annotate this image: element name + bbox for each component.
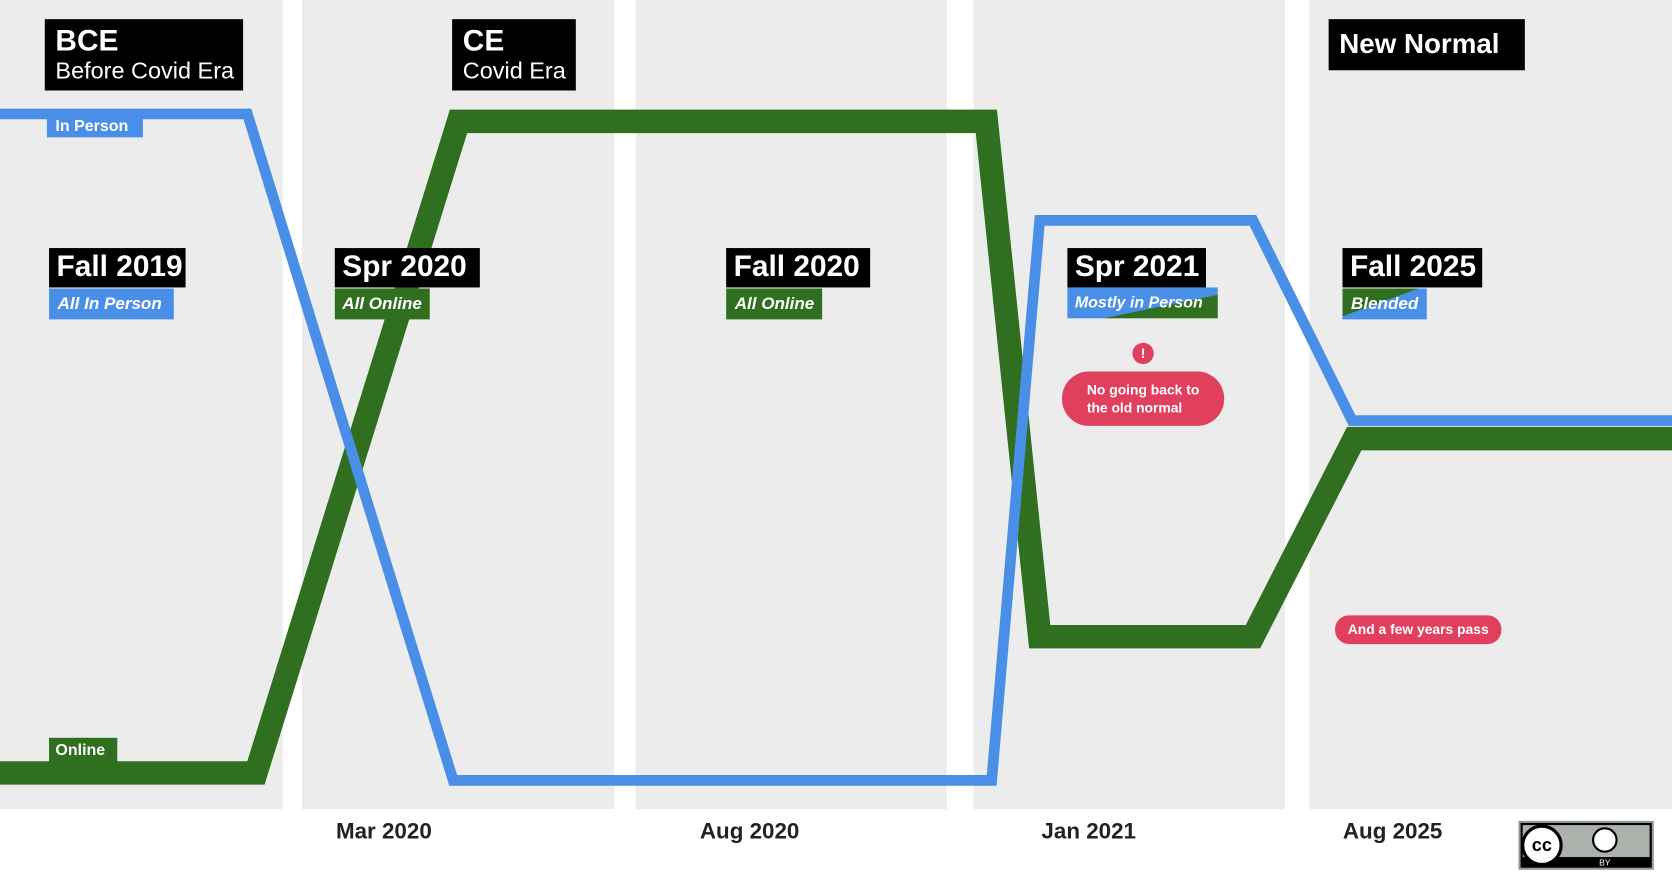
panel: [1309, 0, 1672, 810]
era-subtitle: Covid Era: [463, 58, 567, 84]
period-mode: All Online: [341, 294, 422, 313]
mode-box: [1067, 287, 1218, 319]
alert-icon: [1132, 342, 1154, 365]
era-title: New Normal: [1339, 28, 1499, 59]
period-name: Spr 2021: [1075, 250, 1199, 283]
era-subtitle: Before Covid Era: [55, 58, 235, 84]
cc-mark: cc: [1532, 835, 1552, 855]
line-label-box: [46, 116, 143, 138]
by-label: BY: [1599, 858, 1611, 868]
period-name: Fall 2020: [734, 250, 860, 283]
note-pill: [1062, 371, 1225, 426]
era-box: [452, 19, 576, 91]
cc-circle: [1521, 824, 1563, 867]
alert-mark: !: [1141, 345, 1146, 361]
line-label: In Person: [55, 118, 128, 135]
era-box: [1328, 19, 1525, 71]
note-text: And a few years pass: [1348, 621, 1489, 637]
license-badge: cc BY: [1518, 820, 1654, 870]
note-text: No going back to: [1087, 381, 1199, 397]
date-label: Mar 2020: [336, 818, 432, 843]
mode-box: [726, 288, 823, 320]
line-label-box: [49, 737, 118, 763]
period-box: [49, 248, 186, 288]
note-text: the old normal: [1087, 399, 1182, 415]
era-title: CE: [463, 24, 504, 57]
panels: [0, 0, 1672, 810]
period-box: [334, 248, 480, 288]
period-mode: All In Person: [57, 294, 162, 313]
period-box: [1067, 248, 1207, 288]
line-label: Online: [55, 742, 105, 759]
by-icon: [1592, 827, 1618, 853]
mode-box: [334, 288, 430, 320]
date-label: Aug 2025: [1343, 818, 1443, 843]
note-pill: [1335, 615, 1502, 645]
period-mode: Blended: [1351, 294, 1419, 313]
period-name: Fall 2025: [1350, 250, 1476, 283]
period-box: [1342, 248, 1483, 288]
period-mode: Mostly in Person: [1075, 295, 1203, 312]
era-title: BCE: [55, 24, 118, 57]
mode-box: [49, 288, 174, 320]
date-label: Aug 2020: [700, 818, 800, 843]
period-box: [726, 248, 871, 288]
online-line: [0, 109, 1672, 785]
era-box: [44, 19, 244, 91]
panel: [635, 0, 947, 810]
date-label: Jan 2021: [1041, 818, 1136, 843]
period-mode: All Online: [734, 294, 815, 313]
period-name: Spr 2020: [342, 250, 466, 283]
mode-box: [1342, 288, 1427, 320]
period-name: Fall 2019: [57, 250, 183, 283]
in-person-line: [0, 108, 1672, 786]
